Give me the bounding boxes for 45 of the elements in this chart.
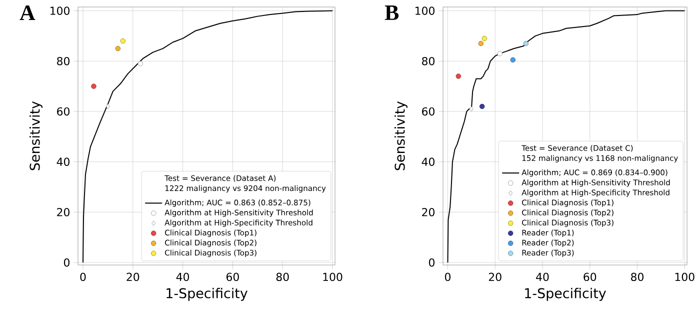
x-tick-label: 20 xyxy=(126,272,140,282)
x-tick-label: 60 xyxy=(584,272,596,282)
y-tick-label: 40 xyxy=(56,158,70,166)
chart-title: B xyxy=(384,6,399,20)
y-tick-label: 20 xyxy=(57,208,70,216)
point xyxy=(106,104,110,110)
y-axis-title: Sensitivity xyxy=(394,101,408,170)
y-tick-label: 0 xyxy=(64,258,70,267)
point xyxy=(482,36,488,42)
y-tick-label: 20 xyxy=(422,208,434,216)
x-axis-title: 1-Specificity xyxy=(525,288,606,301)
point xyxy=(456,74,461,79)
x-tick-label: 0 xyxy=(80,272,86,282)
point xyxy=(138,61,143,66)
y-axis-title: Sensitivity xyxy=(29,101,42,170)
x-tick-label: 0 xyxy=(444,272,450,282)
point xyxy=(497,50,502,56)
point xyxy=(510,57,516,62)
point xyxy=(523,40,529,46)
x-tick-label: 40 xyxy=(536,272,549,282)
line-series xyxy=(82,10,334,263)
x-tick-label: 80 xyxy=(276,272,289,282)
y-tick-label: 80 xyxy=(422,56,434,66)
y-tick-label: 100 xyxy=(50,6,70,15)
point xyxy=(120,38,126,44)
point xyxy=(115,46,121,52)
line-series xyxy=(447,10,686,263)
y-tick-label: 80 xyxy=(57,56,70,66)
y-tick-label: 60 xyxy=(57,107,70,116)
point xyxy=(469,106,474,112)
chart-title: A xyxy=(20,6,36,20)
x-tick-label: 40 xyxy=(176,272,190,282)
x-tick-label: 20 xyxy=(488,272,502,282)
y-tick-label: 60 xyxy=(422,107,434,116)
point xyxy=(91,84,96,89)
y-tick-label: 0 xyxy=(428,258,434,267)
point xyxy=(478,40,484,46)
point xyxy=(480,104,485,110)
x-tick-label: 100 xyxy=(323,272,342,282)
y-tick-label: 100 xyxy=(416,6,434,15)
y-tick-label: 40 xyxy=(422,158,434,166)
x-tick-label: 100 xyxy=(675,272,694,282)
x-tick-label: 60 xyxy=(226,272,239,282)
x-tick-label: 80 xyxy=(631,272,644,282)
x-axis-title: 1-Specificity xyxy=(166,288,248,301)
